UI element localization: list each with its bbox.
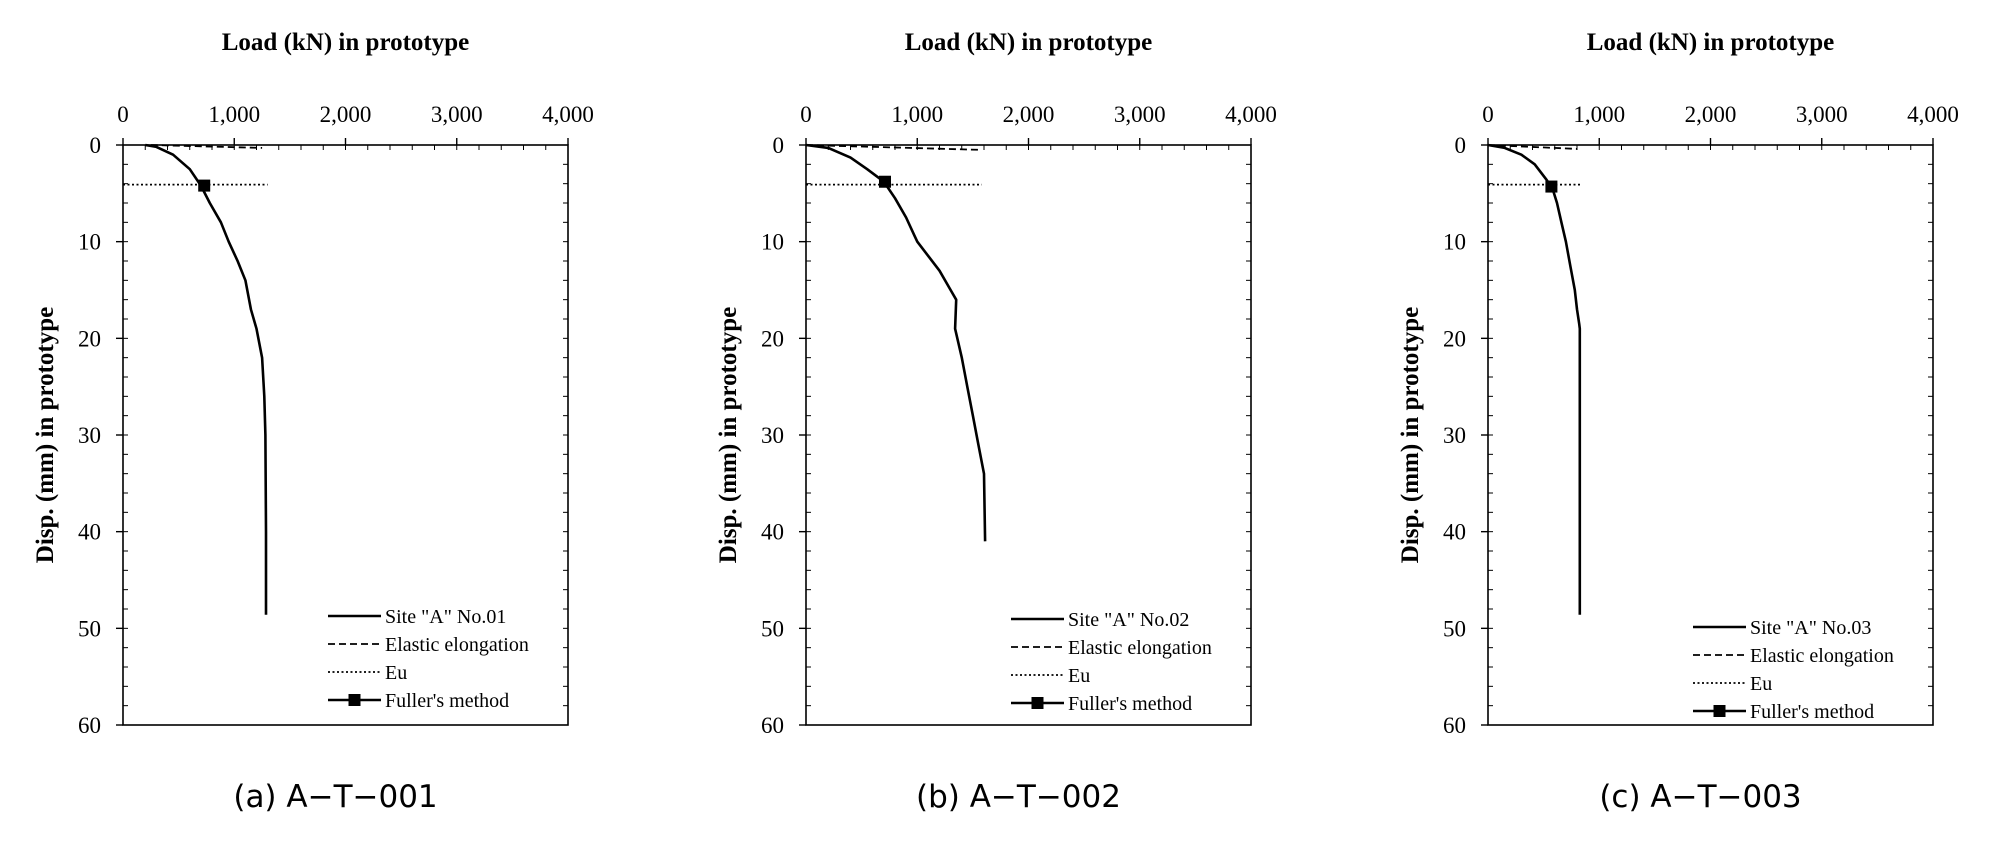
series-line-1 — [1487, 144, 1578, 150]
series-line-1 — [805, 144, 979, 151]
fullers-method-marker — [198, 179, 211, 192]
y-tick-label: 60 — [1443, 713, 1466, 738]
legend-marker-square — [1713, 705, 1726, 717]
y-tick-label: 50 — [1443, 616, 1466, 641]
x-tick-label: 4,000 — [542, 102, 594, 127]
legend-label: Elastic elongation — [1750, 645, 1894, 667]
legend: Site "A" No.01 Elastic elongation Eu Fuller… — [328, 606, 529, 712]
series-line-0 — [1487, 143, 1582, 615]
x-tick-label: 2,000 — [320, 102, 372, 127]
y-tick-label: 60 — [761, 713, 784, 738]
legend-marker-square — [1031, 697, 1044, 709]
y-tick-label: 10 — [78, 230, 101, 255]
legend-marker-square — [348, 694, 361, 706]
x-tick-label: 0 — [117, 102, 129, 127]
fullers-method-marker — [1545, 180, 1558, 193]
y-tick-label: 0 — [773, 133, 785, 158]
x-tick-label: 4,000 — [1225, 102, 1277, 127]
legend-label: Elastic elongation — [1068, 637, 1212, 659]
legend-label: Site "A" No.03 — [1750, 617, 1871, 639]
y-tick-label: 40 — [1443, 520, 1466, 545]
chart-panel-b: Load (kN) in prototype Disp. (mm) in prot… — [715, 29, 1277, 815]
x-tick-label: 2,000 — [1685, 102, 1737, 127]
y-axis-label: Disp. (mm) in prototype — [715, 307, 742, 563]
x-tick-label: 3,000 — [1796, 102, 1848, 127]
y-tick-label: 30 — [1443, 423, 1466, 448]
x-tick-label: 3,000 — [431, 102, 483, 127]
legend: Site "A" No.02 Elastic elongation Eu Fuller… — [1011, 609, 1212, 715]
y-axis-label: Disp. (mm) in prototype — [32, 307, 59, 563]
chart-title: Load (kN) in prototype — [905, 29, 1153, 56]
legend-label: Site "A" No.02 — [1068, 609, 1189, 631]
y-tick-label: 40 — [761, 520, 784, 545]
y-tick-label: 20 — [1443, 326, 1466, 351]
y-axis-label: Disp. (mm) in prototype — [1397, 307, 1424, 563]
x-tick-label: 0 — [800, 102, 812, 127]
y-tick-label: 10 — [1443, 230, 1466, 255]
panel-caption: (a) A−T−001 — [233, 779, 437, 815]
fullers-method-marker — [878, 175, 891, 188]
panel-caption: (c) A−T−003 — [1599, 779, 1801, 815]
y-tick-label: 0 — [90, 133, 102, 158]
y-tick-label: 20 — [78, 326, 101, 351]
legend-label: Elastic elongation — [385, 634, 529, 656]
legend-label: Eu — [1068, 665, 1090, 687]
x-tick-label: 2,000 — [1003, 102, 1055, 127]
x-tick-label: 1,000 — [208, 102, 260, 127]
chart-title: Load (kN) in prototype — [1587, 29, 1835, 56]
panel-caption: (b) A−T−002 — [916, 779, 1121, 815]
legend: Site "A" No.03 Elastic elongation Eu Fuller… — [1693, 617, 1894, 723]
y-tick-label: 50 — [78, 616, 101, 641]
legend-label: Fuller's method — [1750, 701, 1874, 723]
legend-label: Fuller's method — [1068, 693, 1192, 715]
chart-title: Load (kN) in prototype — [222, 29, 470, 56]
legend-label: Eu — [385, 662, 407, 684]
chart-panel-c: Load (kN) in prototype Disp. (mm) in prot… — [1397, 29, 1959, 815]
y-tick-label: 20 — [761, 326, 784, 351]
legend-label: Eu — [1750, 673, 1772, 695]
x-tick-label: 1,000 — [891, 102, 943, 127]
y-tick-label: 30 — [761, 423, 784, 448]
y-tick-label: 30 — [78, 423, 101, 448]
y-tick-label: 0 — [1455, 133, 1467, 158]
series-line-0 — [145, 143, 268, 615]
series-line-1 — [150, 144, 263, 149]
chart-panel-a: Load (kN) in prototype Disp. (mm) in prot… — [32, 29, 594, 815]
y-tick-label: 50 — [761, 616, 784, 641]
series-line-0 — [805, 143, 987, 542]
x-tick-label: 4,000 — [1907, 102, 1959, 127]
x-tick-label: 3,000 — [1114, 102, 1166, 127]
y-tick-label: 40 — [78, 520, 101, 545]
y-tick-label: 60 — [78, 713, 101, 738]
y-tick-label: 10 — [761, 230, 784, 255]
x-tick-label: 1,000 — [1573, 102, 1625, 127]
legend-label: Fuller's method — [385, 690, 509, 712]
x-tick-label: 0 — [1482, 102, 1494, 127]
legend-label: Site "A" No.01 — [385, 606, 506, 628]
